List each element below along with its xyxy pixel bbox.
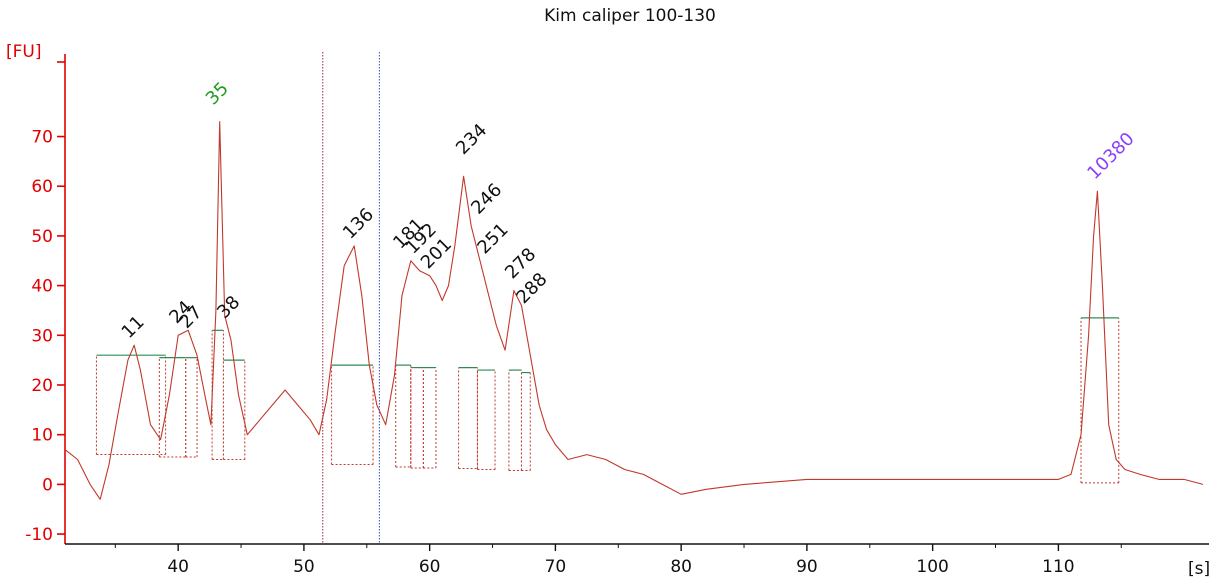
y-tick-label: 30: [31, 326, 53, 346]
y-tick-label: 50: [31, 227, 53, 247]
y-tick-label: 20: [31, 376, 53, 396]
peak-label: 10380: [1083, 128, 1138, 183]
x-tick-label: 60: [419, 557, 441, 577]
trace-layer: [64, 121, 1204, 500]
regions-layer: [95, 52, 1120, 544]
peak-label: 234: [452, 120, 491, 159]
peak-label: 11: [118, 312, 149, 343]
axes-layer: -10 0 10 20 30 40 50 60 70 40 50 60 70 80 90 100 110: [25, 54, 1209, 577]
signal-trace: [64, 121, 1204, 500]
y-tick-label: 0: [42, 475, 53, 495]
peak-label: 35: [202, 78, 233, 109]
peak-label: 251: [473, 219, 512, 258]
y-axis-label: [FU]: [6, 42, 42, 62]
x-tick-label: 70: [545, 557, 567, 577]
x-tick-label: 50: [293, 557, 315, 577]
y-tick-label: 60: [31, 177, 53, 197]
x-tick-label: 80: [670, 557, 692, 577]
x-tick-label: 110: [1042, 557, 1074, 577]
y-tick-label: 40: [31, 277, 53, 297]
peak-label: 246: [467, 179, 506, 218]
x-axis-label: [s]: [1188, 559, 1210, 579]
chart-title: Kim caliper 100-130: [544, 6, 716, 26]
peak-label: 38: [213, 292, 244, 323]
y-tick-label: 70: [31, 128, 53, 148]
x-tick-label: 100: [916, 557, 948, 577]
peak-label: 136: [339, 204, 378, 243]
x-tick-label: 90: [796, 557, 818, 577]
x-tick-label: 40: [167, 557, 189, 577]
y-tick-label: 10: [31, 426, 53, 446]
y-tick-label: -10: [25, 525, 53, 545]
